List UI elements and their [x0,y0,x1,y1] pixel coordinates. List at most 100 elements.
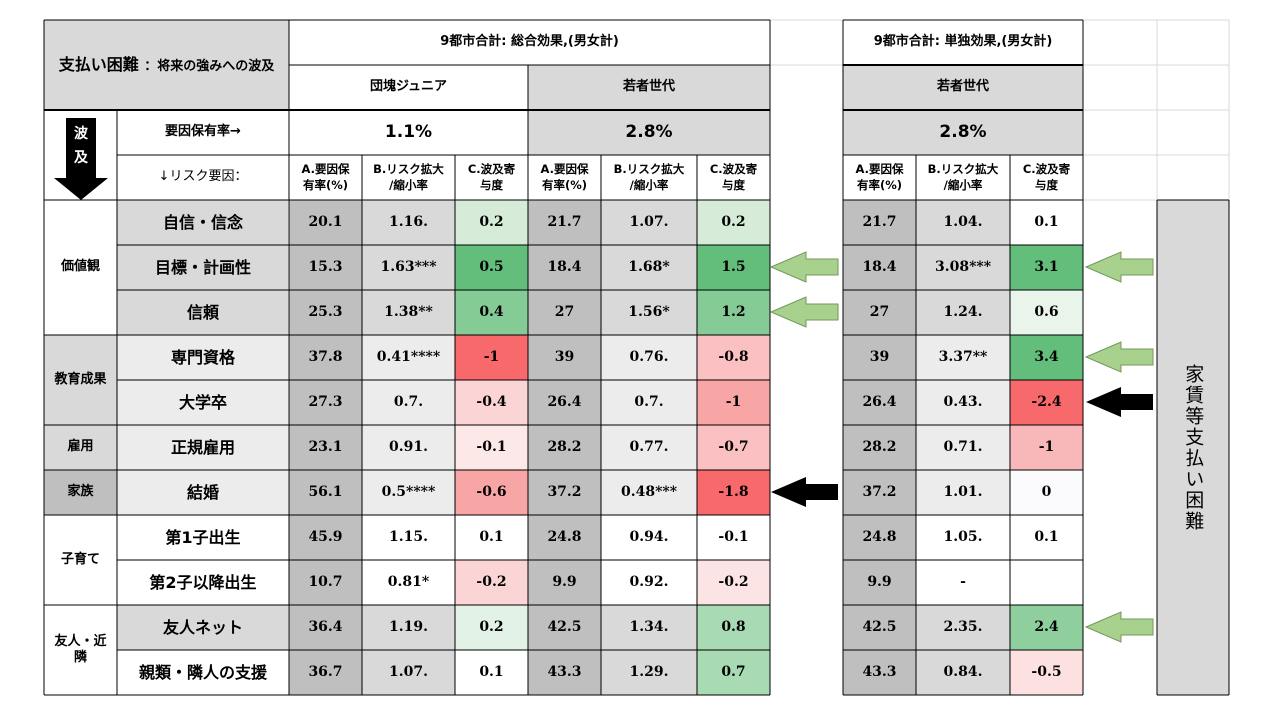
table-cell-c: 1.5 [697,245,770,290]
table-cell-a: 18.4 [843,245,916,290]
arrow-left-icon [769,296,839,328]
table-cell-a: 26.4 [843,380,916,425]
table-cell-c: 0.6 [1010,290,1083,335]
table-cell-b: 1.16. [362,200,455,245]
rate-b-bg [528,110,770,155]
table-cell-b: 1.19. [362,605,455,650]
table-cell-c: 0.1 [455,515,528,560]
arrow-left-icon [1086,387,1153,417]
table-cell-a: 39 [843,335,916,380]
rate-label: 要因保有率→ [165,124,241,140]
table-cell-b: 1.63*** [362,245,455,290]
table-cell-a: 10.7 [289,560,362,605]
side-label-bg [1157,200,1229,695]
col-header-c-line: C.波及寄 [1022,161,1071,176]
table-cell-b: 1.38** [362,290,455,335]
group-single-effect: 9都市合計: 単独効果,(男女計) [873,34,1053,50]
table-cell-c: -0.4 [455,380,528,425]
col-header-b: B.リスク拡大/縮小率 [916,155,1010,200]
table-cell-a: 36.7 [289,650,362,695]
row-label: 専門資格 [170,347,235,367]
col-header-c-line: 与度 [722,177,745,192]
table-cell-c: 0.5 [455,245,528,290]
table-cell-c: -0.2 [697,560,770,605]
table-cell-a: 24.8 [528,515,601,560]
table-cell-a: 45.9 [289,515,362,560]
col-header-c-line: C.波及寄 [709,161,758,176]
col-header-b: B.リスク拡大/縮小率 [601,155,697,200]
table-cell-a: 37.2 [843,470,916,515]
rate-dankai: 1.1% [384,121,433,142]
table-cell-a: 20.1 [289,200,362,245]
table-cell-c: 3.4 [1010,335,1083,380]
row-label: 自信・信念 [162,212,243,232]
row-label: 目標・計画性 [154,257,251,277]
table-cell-c: -2.4 [1010,380,1083,425]
hazard-char-1: 波 [74,126,88,142]
table-cell-a: 18.4 [528,245,601,290]
category-family: 家族 [67,484,94,500]
table-cell-a: 37.2 [528,470,601,515]
col-header-a-line: A.要因保 [540,161,589,176]
table-cell-a: 9.9 [843,560,916,605]
row-label: 結婚 [186,482,219,502]
col-header-a: A.要因保 有率(%) [289,155,362,200]
table-cell-c: 0 [1010,470,1083,515]
table-cell-a: 28.2 [843,425,916,470]
col-header-b-line: /縮小率 [629,177,669,192]
arrow-left-icon [1084,341,1154,373]
table-cell-c: -1.8 [697,470,770,515]
table-cell-b: 0.84. [916,650,1010,695]
table-cell-c: -1 [697,380,770,425]
row-label: 第2子以降出生 [149,572,257,592]
table-cell-c: 2.4 [1010,605,1083,650]
col-header-a-line: A.要因保 [855,161,904,176]
table-cell-c: 0.1 [1010,200,1083,245]
rate-youth-single: 2.8% [939,121,987,142]
table-cell-a: 37.8 [289,335,362,380]
table-cell-b: 3.08*** [916,245,1010,290]
table-cell-b: 0.41**** [362,335,455,380]
row-label: 親類・隣人の支援 [138,662,267,682]
col-header-c: C.波及寄 与度 [455,155,528,200]
table-cell-c [1010,560,1083,605]
table-cell-c: -0.7 [697,425,770,470]
table-cell-a: 43.3 [528,650,601,695]
row-label: 大学卒 [178,392,227,412]
table-cell-a: 42.5 [528,605,601,650]
table-cell-c: -0.2 [455,560,528,605]
row-label: 友人ネット [162,617,243,637]
cat-edu-bg [44,335,117,425]
rate-youth-total: 2.8% [625,121,673,142]
risk-label: ↓リスク要因： [158,169,248,185]
sub-b-bg [528,65,770,110]
table-cell-a: 27 [528,290,601,335]
sub-c-bg [843,65,1083,110]
col-header-a: A.要因保 有率(%) [843,155,916,200]
col-header-c: C.波及寄 与度 [697,155,770,200]
table-cell-c: 0.1 [1010,515,1083,560]
table-title: 支払い困難 ：将来の強みへの波及 [44,20,289,110]
col-header-b-line: B.リスク拡大 [613,161,685,176]
table-cell-c: -1 [1010,425,1083,470]
table-cell-b: 1.05. [916,515,1010,560]
col-header-c-line: 与度 [1035,177,1058,192]
row-label: 信頼 [186,302,219,322]
col-header-a: A.要因保 有率(%) [528,155,601,200]
table-cell-b: 1.04. [916,200,1010,245]
side-label-chars: 家賃等支払い困難 [1182,363,1205,532]
table-cell-b: 1.24. [916,290,1010,335]
table-cell-a: 43.3 [843,650,916,695]
label-bg-friend [117,605,288,650]
table-cell-a: 23.1 [289,425,362,470]
col-header-b-line: B.リスク拡大 [373,161,444,176]
table-cell-b: 0.7. [362,380,455,425]
table-cell-b: 1.15. [362,515,455,560]
table-cell-b: 1.34. [601,605,697,650]
table-cell-b: 1.07. [601,200,697,245]
cat-emp-bg [44,425,117,470]
col-header-c: C.波及寄 与度 [1010,155,1083,200]
table-cell-a: 42.5 [843,605,916,650]
table-cell-c: 0.4 [455,290,528,335]
table-cell-c: -0.1 [455,425,528,470]
